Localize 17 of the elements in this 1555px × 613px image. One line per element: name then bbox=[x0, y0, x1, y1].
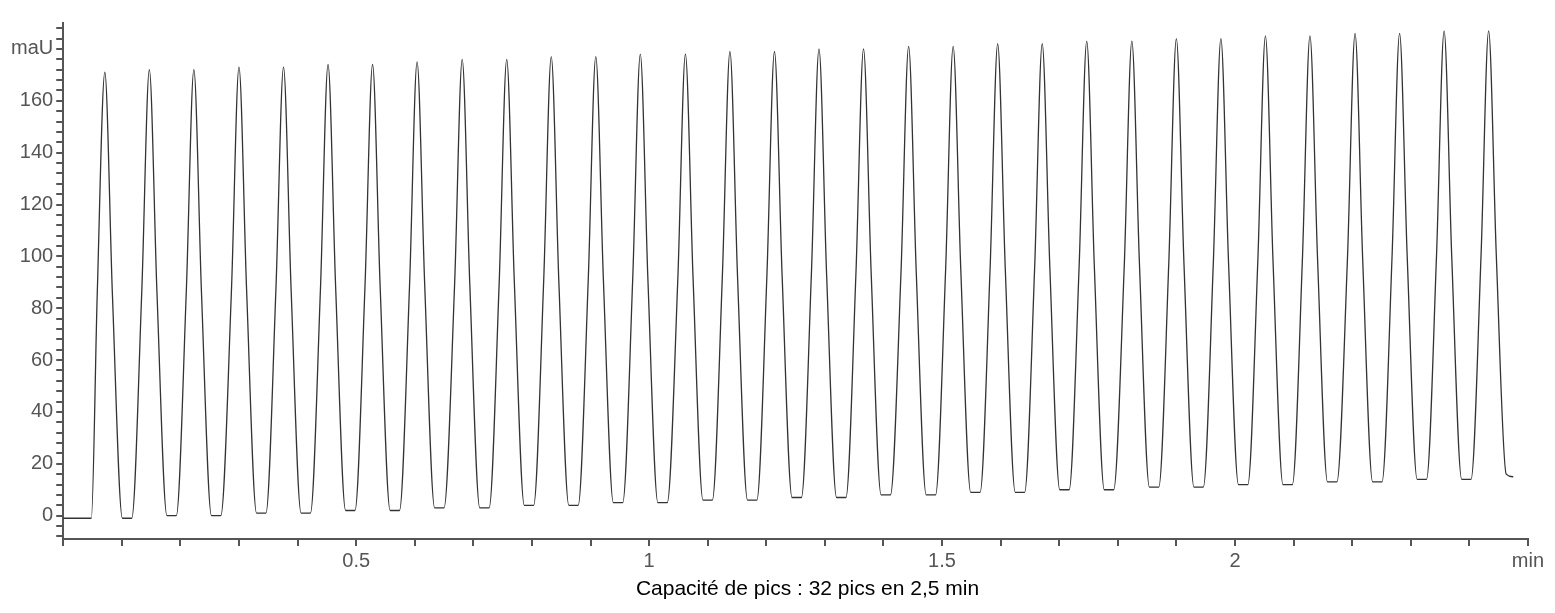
x-tick-label: min bbox=[1511, 548, 1544, 571]
x-tick-label: 2 bbox=[1229, 548, 1241, 571]
x-tick-label: 1 bbox=[643, 548, 655, 571]
y-tick-label: 0 bbox=[42, 503, 54, 526]
y-tick-label: 60 bbox=[30, 347, 54, 370]
y-tick-label: 100 bbox=[19, 243, 54, 266]
text: Capacité de pics : 32 pics en 2,5 min bbox=[634, 576, 981, 600]
line-series bbox=[63, 30, 1514, 519]
y-tick-label: 120 bbox=[19, 192, 54, 215]
y-tick-label: 40 bbox=[30, 399, 54, 422]
y-tick-label: maU bbox=[10, 36, 54, 59]
y-tick-label: 160 bbox=[19, 88, 54, 111]
y-tick-label: 80 bbox=[30, 295, 54, 318]
y-tick-label: 140 bbox=[19, 140, 54, 163]
y-tick-label: 20 bbox=[30, 451, 54, 474]
x-tick-label: 1.5 bbox=[928, 548, 956, 571]
x-tick-label: 0.5 bbox=[342, 548, 371, 571]
